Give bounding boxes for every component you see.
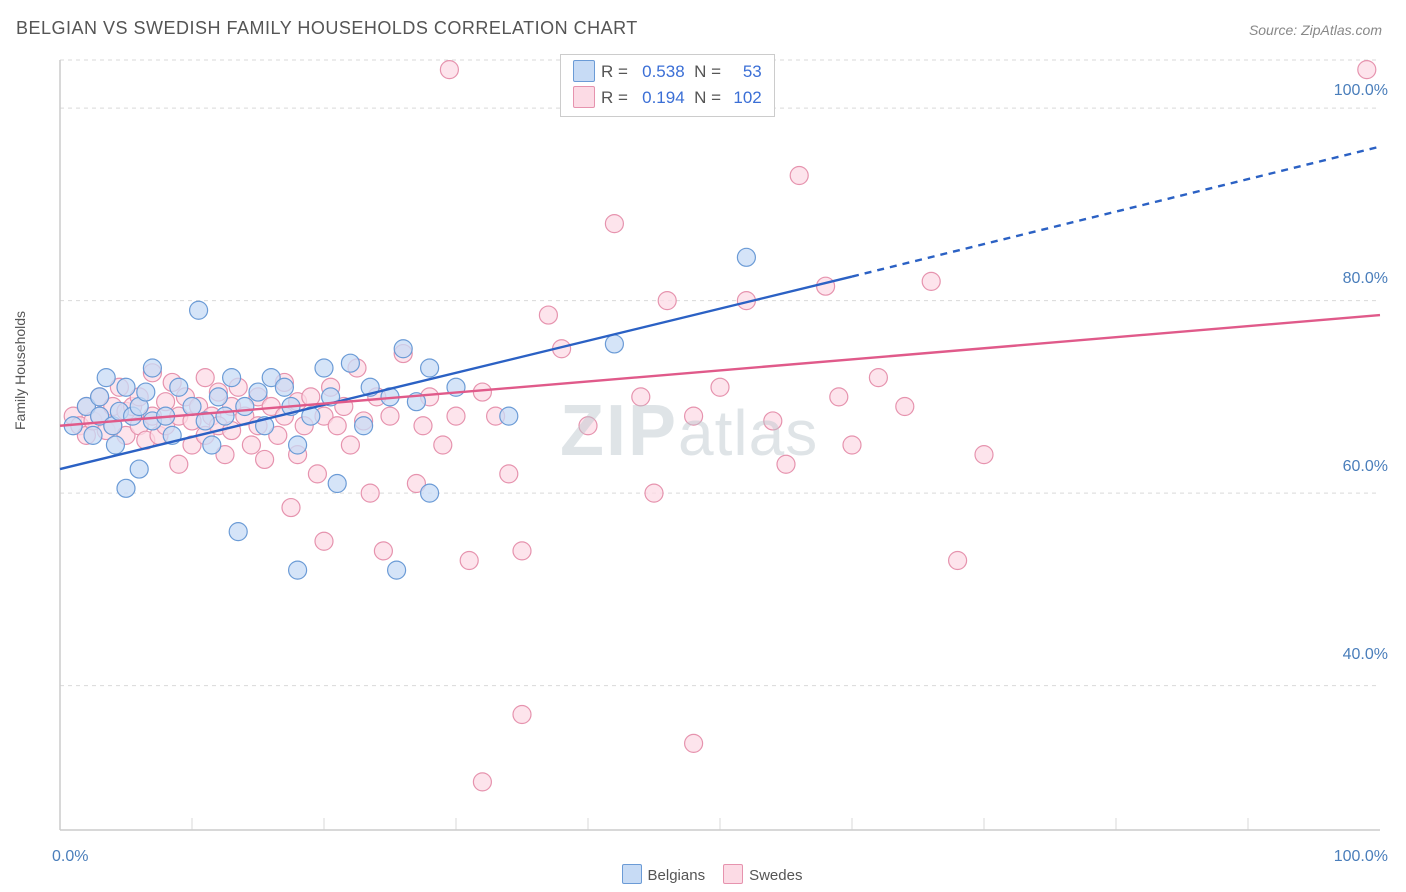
watermark-atlas: atlas: [678, 397, 818, 469]
stats-r: 0.194: [633, 85, 685, 111]
legend-label: Swedes: [749, 867, 802, 884]
stats-r: 0.538: [633, 59, 685, 85]
watermark-zip: ZIP: [560, 391, 678, 471]
stats-n: 53: [726, 59, 762, 85]
chart-title: BELGIAN VS SWEDISH FAMILY HOUSEHOLDS COR…: [16, 18, 638, 39]
legend-label: Belgians: [648, 867, 706, 884]
stats-n: 102: [726, 85, 762, 111]
x-tick-0: 0.0%: [52, 848, 88, 866]
stats-swatch: [573, 60, 595, 82]
y-axis-label: Family Households: [12, 311, 28, 430]
legend-swatch: [723, 864, 743, 884]
y-tick-80: 80.0%: [1328, 270, 1388, 288]
y-tick-60: 60.0%: [1328, 458, 1388, 476]
stats-row: R = 0.538 N = 53: [573, 59, 762, 85]
stats-legend-box: R = 0.538 N = 53R = 0.194 N = 102: [560, 54, 775, 117]
stats-row: R = 0.194 N = 102: [573, 85, 762, 111]
x-tick-1: 100.0%: [1334, 848, 1388, 866]
y-tick-40: 40.0%: [1328, 646, 1388, 664]
bottom-legend: Belgians Swedes: [0, 864, 1406, 884]
y-tick-100: 100.0%: [1328, 82, 1388, 100]
legend-swatch: [622, 864, 642, 884]
watermark: ZIPatlas: [560, 390, 818, 472]
source-credit: Source: ZipAtlas.com: [1249, 22, 1382, 38]
stats-swatch: [573, 86, 595, 108]
